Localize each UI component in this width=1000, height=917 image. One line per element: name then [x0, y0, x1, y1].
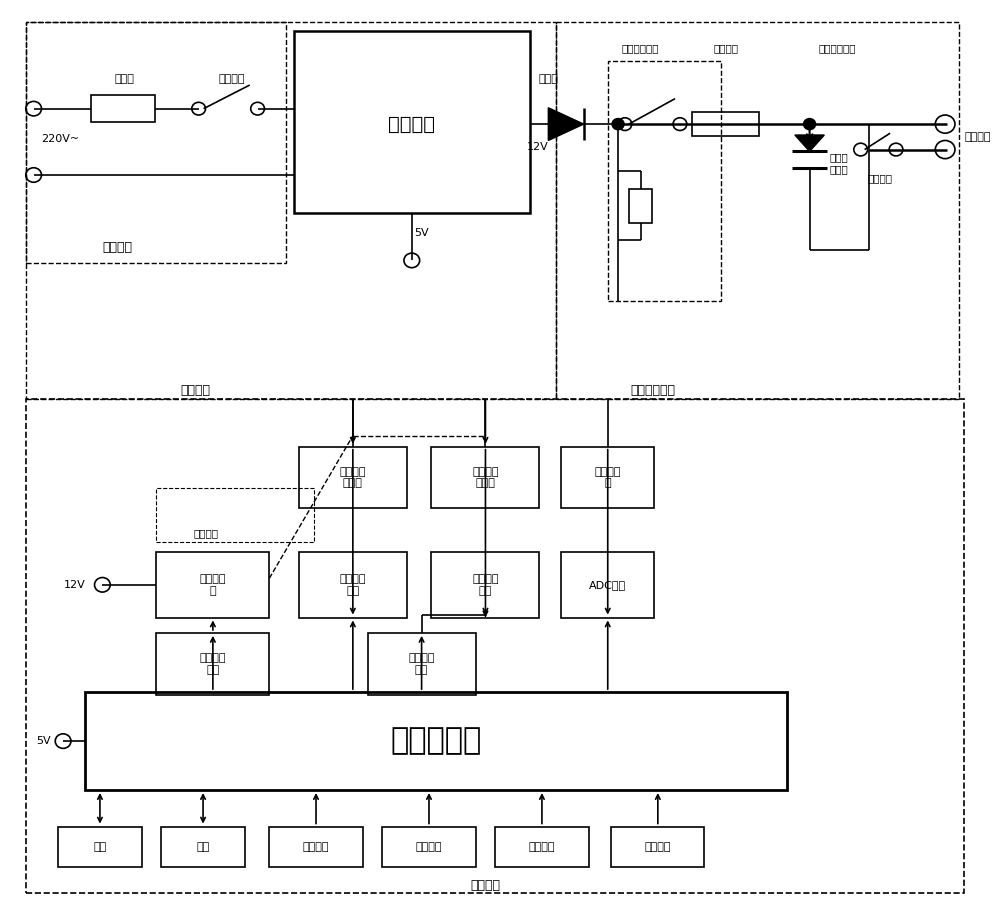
Text: 5V: 5V	[36, 736, 51, 746]
Polygon shape	[795, 135, 824, 151]
Text: 准备按鈕: 准备按鈕	[416, 842, 442, 852]
Text: 保险丝: 保险丝	[114, 73, 134, 83]
Bar	[294, 31, 530, 213]
Bar	[431, 447, 539, 509]
Text: 电磁驱动
模块: 电磁驱动 模块	[340, 574, 366, 596]
Text: 5V: 5V	[414, 228, 429, 238]
Bar	[431, 552, 539, 617]
Text: 充电电磁
继电器: 充电电磁 继电器	[340, 467, 366, 489]
Text: 输出开关: 输出开关	[193, 528, 218, 538]
Bar	[26, 22, 556, 400]
Text: 220V~: 220V~	[41, 134, 80, 144]
Polygon shape	[548, 108, 584, 140]
Text: 电磁驱动
模块: 电磁驱动 模块	[200, 653, 226, 675]
Bar	[299, 447, 407, 509]
Text: 电磁驱动
模块: 电磁驱动 模块	[472, 574, 499, 596]
Bar	[156, 552, 269, 617]
Text: 电源开关: 电源开关	[219, 73, 245, 83]
Bar	[161, 826, 245, 867]
Bar	[156, 488, 314, 542]
Bar	[629, 189, 652, 223]
Text: 输入模块: 输入模块	[102, 241, 132, 254]
Text: 限流电阻: 限流电阻	[714, 43, 739, 53]
Text: 自检按鈕: 自检按鈕	[303, 842, 329, 852]
Bar	[561, 447, 654, 509]
Bar	[91, 95, 155, 122]
Bar	[382, 826, 476, 867]
Bar	[692, 112, 759, 136]
Text: 隔离放大
器: 隔离放大 器	[594, 467, 621, 489]
Bar	[495, 826, 589, 867]
Bar	[299, 552, 407, 617]
Text: 输出端子: 输出端子	[965, 132, 991, 142]
Text: 电源模块: 电源模块	[181, 384, 211, 397]
Text: 12V: 12V	[64, 580, 86, 590]
Bar	[561, 552, 654, 617]
Bar	[368, 633, 476, 695]
Bar	[26, 400, 964, 893]
Text: 起爆电磁开关: 起爆电磁开关	[818, 43, 856, 53]
Bar	[269, 826, 363, 867]
Text: ADC模块: ADC模块	[589, 580, 626, 590]
Circle shape	[612, 118, 624, 129]
Text: 复位按鈕: 复位按鈕	[529, 842, 555, 852]
Bar	[26, 22, 286, 263]
Text: 主控模块: 主控模块	[470, 879, 500, 892]
Bar	[156, 633, 269, 695]
Text: 通信: 通信	[196, 842, 210, 852]
Text: 12V: 12V	[527, 142, 548, 152]
Text: 点火保护
模块: 点火保护 模块	[408, 653, 435, 675]
Text: 保护继电
器: 保护继电 器	[200, 574, 226, 596]
Bar	[556, 22, 959, 400]
Circle shape	[804, 118, 815, 129]
Bar	[85, 692, 787, 790]
Text: 急停开关: 急停开关	[868, 173, 893, 183]
Bar	[58, 826, 142, 867]
Text: 开关电源: 开关电源	[388, 115, 435, 134]
Text: 起爆按鈕: 起爆按鈕	[645, 842, 671, 852]
Text: 二极管: 二极管	[538, 73, 558, 83]
Text: 充电电磁开关: 充电电磁开关	[622, 43, 659, 53]
Text: 充电起爆模块: 充电起爆模块	[630, 384, 675, 397]
Text: 微型处理器: 微型处理器	[391, 726, 482, 756]
Text: 显示: 显示	[93, 842, 107, 852]
Text: 超级电
容模组: 超级电 容模组	[829, 152, 848, 174]
Bar	[608, 61, 721, 302]
Text: 起爆电磁
继电器: 起爆电磁 继电器	[472, 467, 499, 489]
Bar	[611, 826, 704, 867]
